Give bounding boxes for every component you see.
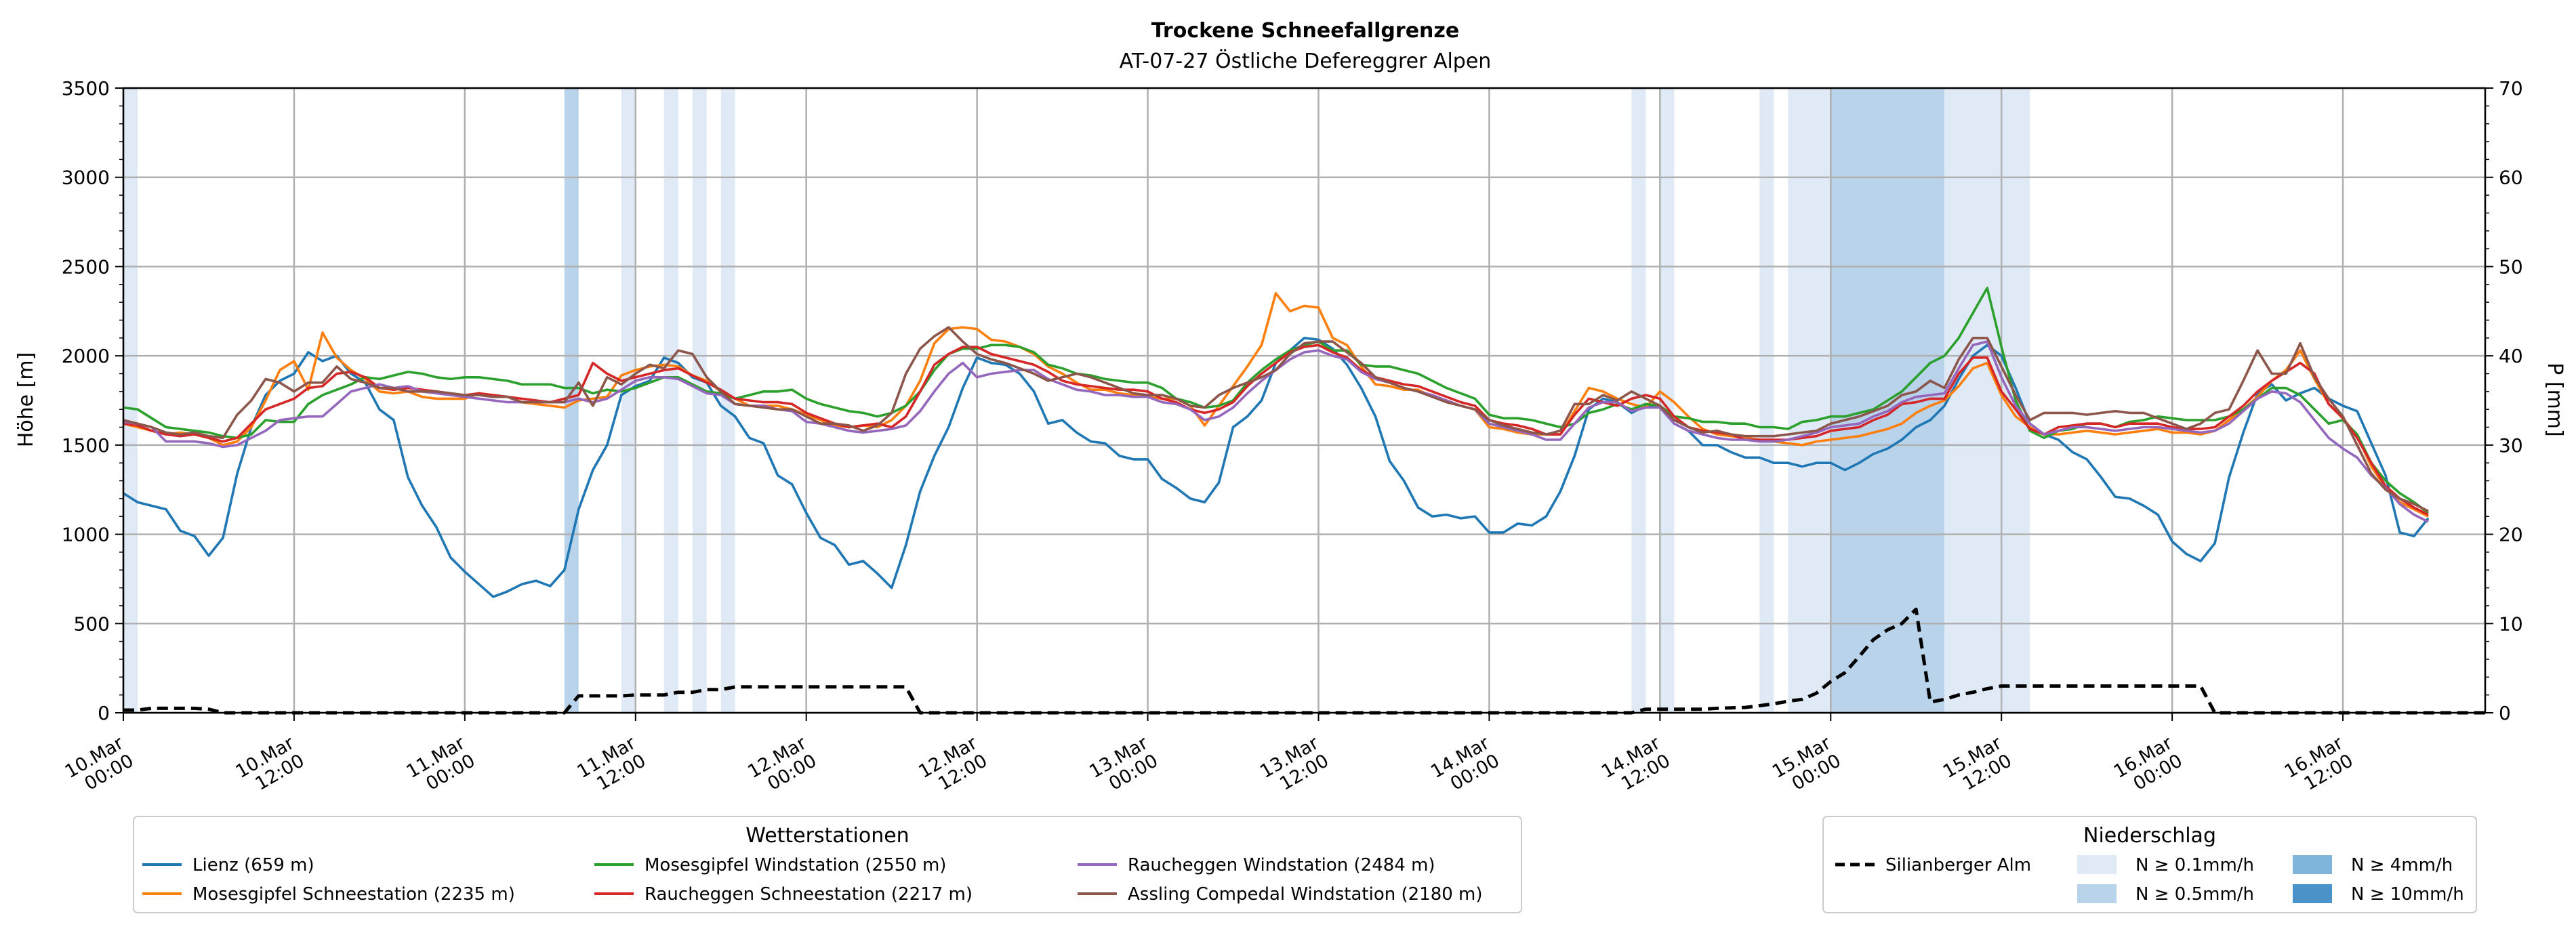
- precip-band: [621, 88, 636, 713]
- chart-subtitle: AT-07-27 Östliche Defereggrer Alpen: [1120, 49, 1492, 73]
- y-right-tick-label: 70: [2499, 77, 2523, 100]
- legend-station-label: Mosesgipfel Windstation (2550 m): [645, 855, 946, 875]
- y-right-tick-label: 60: [2499, 167, 2523, 189]
- x-tick-label: 15.Mar00:00: [1769, 732, 1845, 800]
- y-right-tick-label: 30: [2499, 434, 2523, 457]
- legend-precip-level-label: N ≥ 0.1mm/h: [2135, 855, 2254, 875]
- precip-band: [663, 88, 678, 713]
- legend-precip-swatch: [2077, 855, 2117, 874]
- y-right-tick-label: 40: [2499, 345, 2523, 367]
- x-tick-label: 10.Mar00:00: [62, 732, 138, 800]
- y-tick-label: 2000: [62, 345, 110, 367]
- x-tick-label: 13.Mar00:00: [1086, 732, 1162, 800]
- chart-title: Trockene Schneefallgrenze: [1151, 19, 1459, 43]
- y-tick-label: 1500: [62, 434, 110, 457]
- x-tick-label: 13.Mar12:00: [1256, 732, 1333, 800]
- precipitation-bands: [123, 88, 2030, 713]
- legend-precip-line-label: Silianberger Alm: [1885, 855, 2031, 875]
- precip-band: [692, 88, 707, 713]
- precip-band: [1759, 88, 1774, 713]
- y-right-tick-label: 50: [2499, 255, 2523, 278]
- precip-band: [1631, 88, 1646, 713]
- legend-precip-swatch: [2293, 884, 2332, 903]
- legend-precip-title: Niederschlag: [2083, 824, 2216, 848]
- x-tick-label: 15.Mar12:00: [1940, 732, 2016, 800]
- precip-band: [1944, 88, 2030, 713]
- y-right-tick-label: 10: [2499, 613, 2523, 635]
- axes: 0 500 1000 1500 2000 2500 3000 3500 0 10 20 30 40 50 6…: [62, 77, 2523, 800]
- legend-station-label: Mosesgipfel Schneestation (2235 m): [192, 884, 515, 905]
- y-tick-label: 500: [74, 613, 110, 635]
- plot-frame: [122, 87, 2487, 714]
- x-tick-label: 12.Mar00:00: [744, 732, 821, 800]
- precip-band: [1660, 88, 1675, 713]
- y-axis-label-right: P [mm]: [2543, 362, 2567, 436]
- grid-lines: [122, 87, 2485, 714]
- x-tick-label: 11.Mar12:00: [573, 732, 650, 800]
- x-tick-label: 11.Mar00:00: [403, 732, 480, 800]
- y-tick-label: 0: [98, 702, 110, 724]
- y-tick-label: 1000: [62, 524, 110, 546]
- legend-precip-level-label: N ≥ 4mm/h: [2351, 855, 2453, 875]
- y-right-tick-label: 0: [2499, 702, 2511, 724]
- x-tick-label: 14.Mar00:00: [1427, 732, 1504, 800]
- legend-precip-level-label: N ≥ 0.5mm/h: [2135, 884, 2254, 905]
- y-right-tick-label: 20: [2499, 524, 2523, 546]
- legend-precipitation: Niederschlag Silianberger Alm N ≥ 0.1mm/…: [1822, 816, 2477, 913]
- y-tick-label: 3000: [62, 167, 110, 189]
- y-axis-label: Höhe [m]: [14, 352, 38, 448]
- legend-stations: Wetterstationen Lienz (659 m) Mosesgipfel…: [133, 816, 1522, 913]
- legend-precip-level-label: N ≥ 10mm/h: [2351, 884, 2464, 905]
- series-line: [123, 326, 2429, 512]
- series-lines: [123, 287, 2485, 715]
- precip-band: [1788, 88, 1831, 713]
- legend-station-label: Raucheggen Schneestation (2217 m): [645, 884, 973, 905]
- series-line: [123, 292, 2429, 518]
- series-line: [123, 607, 2485, 715]
- legend-station-label: Raucheggen Windstation (2484 m): [1128, 855, 1435, 875]
- x-tick-label: 14.Mar12:00: [1598, 732, 1675, 800]
- x-tick-label: 10.Mar12:00: [232, 732, 309, 800]
- y-tick-label: 3500: [62, 77, 110, 100]
- x-tick-label: 16.Mar12:00: [2281, 732, 2358, 800]
- legend-station-label: Assling Compedal Windstation (2180 m): [1128, 884, 1483, 905]
- x-tick-label: 16.Mar00:00: [2110, 732, 2187, 800]
- x-tick-label: 12.Mar12:00: [915, 732, 991, 800]
- y-tick-label: 2500: [62, 255, 110, 278]
- series-line: [123, 287, 2430, 514]
- precip-band: [123, 88, 138, 713]
- legend-stations-title: Wetterstationen: [745, 824, 909, 848]
- legend-precip-swatch: [2293, 855, 2332, 874]
- legend-station-label: Lienz (659 m): [192, 855, 314, 875]
- legend-precip-swatch: [2077, 884, 2117, 903]
